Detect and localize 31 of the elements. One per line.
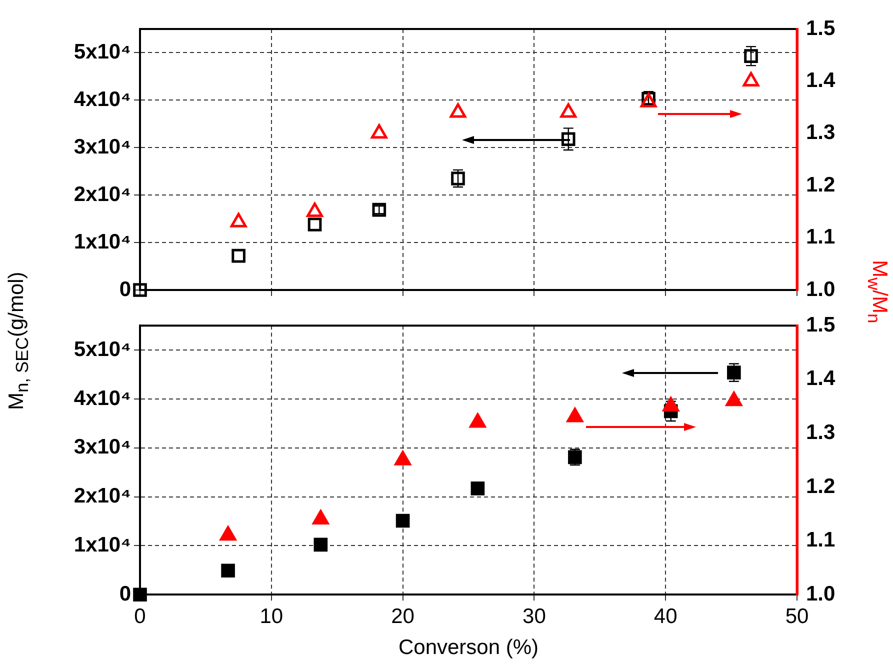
y-tick-label: 4x10⁴ (74, 88, 131, 111)
y2-tick-label: 1.3 (806, 121, 836, 144)
x-tick-label: 0 (134, 604, 146, 628)
x-tick-label: 20 (391, 604, 414, 628)
y2-tick-label: 1.0 (806, 278, 836, 301)
y2-tick-label: 1.1 (806, 528, 836, 552)
x-tick-label: 50 (785, 604, 809, 628)
y-tick-label: 0 (119, 278, 131, 301)
x-tick-label: 40 (654, 604, 678, 628)
y-tick-label: 5x10⁴ (74, 40, 131, 64)
y-tick-label: 1x10⁴ (74, 230, 131, 254)
y2-tick-label: 1.2 (806, 474, 836, 498)
y2-tick-label: 1.5 (806, 16, 836, 40)
x-axis-title: Converson (%) (398, 636, 539, 660)
y-tick-label: 2x10⁴ (74, 484, 131, 508)
y-tick-label: 1x10⁴ (74, 533, 131, 556)
y2-tick-label: 1.3 (806, 420, 836, 444)
y-tick-label: 5x10⁴ (74, 338, 131, 361)
y2-tick-label: 1.0 (806, 582, 836, 606)
y2-tick-label: 1.5 (806, 313, 836, 336)
y-tick-label: 4x10⁴ (74, 386, 131, 410)
y2-tick-label: 1.2 (806, 173, 836, 196)
y-tick-label: 0 (119, 582, 131, 606)
y-tick-label: 2x10⁴ (74, 182, 131, 206)
y2-tick-label: 1.1 (806, 226, 836, 249)
x-tick-label: 10 (260, 604, 284, 628)
y-tick-label: 3x10⁴ (74, 436, 131, 459)
y2-tick-label: 1.4 (806, 68, 836, 92)
y2-tick-label: 1.4 (806, 367, 836, 390)
y-tick-label: 3x10⁴ (74, 135, 131, 158)
x-tick-label: 30 (522, 604, 546, 628)
